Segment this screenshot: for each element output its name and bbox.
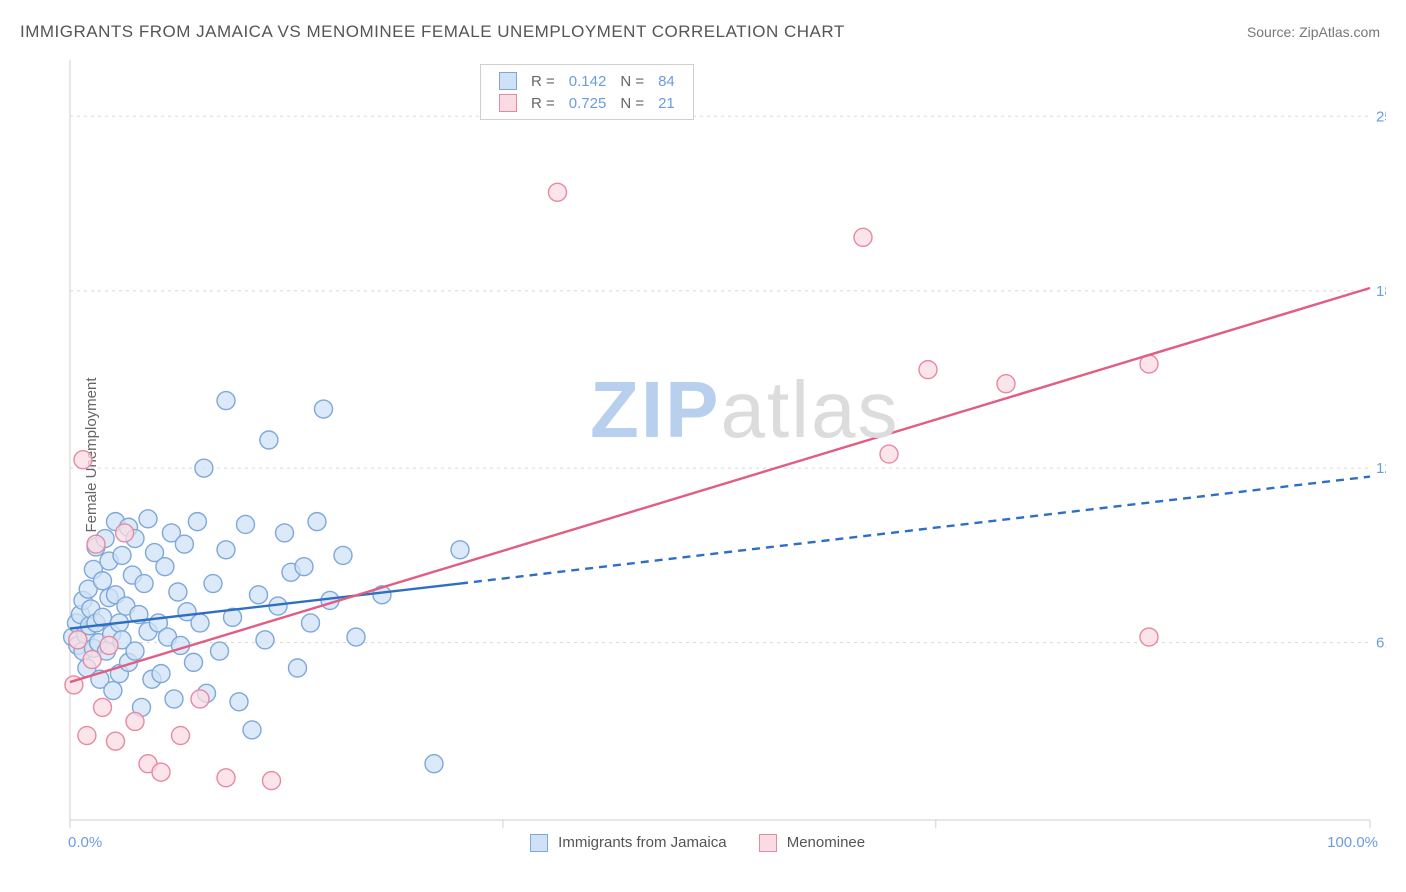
y-gridline-label: 25.0% [1376,108,1386,125]
data-point [152,665,170,683]
data-point [104,682,122,700]
data-point [78,727,96,745]
data-point [211,642,229,660]
data-point [217,769,235,787]
chart-container: Female Unemployment 6.3%12.5%18.8%25.0% … [20,60,1386,850]
correlation-table: R =0.142N =84R =0.725N =21 [491,69,683,115]
data-point [69,631,87,649]
data-point [135,575,153,593]
data-point [315,400,333,418]
data-point [243,721,261,739]
y-gridline-label: 12.5% [1376,460,1386,477]
data-point [256,631,274,649]
data-point [195,459,213,477]
legend-swatch [759,834,777,852]
data-point [276,524,294,542]
data-point [308,513,326,531]
regression-line [70,288,1370,682]
legend-swatch [499,72,517,90]
data-point [191,614,209,632]
data-point [126,642,144,660]
data-point [217,392,235,410]
data-point [263,772,281,790]
data-point [87,535,105,553]
data-point [347,628,365,646]
legend-swatch [499,94,517,112]
data-point [549,183,567,201]
legend-series-label: Immigrants from Jamaica [554,834,727,851]
legend-series-label: Menominee [783,834,866,851]
data-point [107,732,125,750]
data-point [175,535,193,553]
y-gridline-label: 6.3% [1376,635,1386,652]
data-point [295,558,313,576]
data-point [854,228,872,246]
data-point [191,690,209,708]
data-point [302,614,320,632]
data-point [156,558,174,576]
x-axis-max-label: 100.0% [1327,834,1378,851]
data-point [260,431,278,449]
data-point [425,755,443,773]
data-point [1140,628,1158,646]
data-point [169,583,187,601]
series-legend: Immigrants from Jamaica Menominee [512,834,879,852]
data-point [250,586,268,604]
y-gridline-label: 18.8% [1376,283,1386,300]
data-point [139,510,157,528]
data-point [94,572,112,590]
data-point [74,451,92,469]
data-point [880,445,898,463]
data-point [237,515,255,533]
scatter-chart-svg: 6.3% 12.5% 18.8% 25.0% [20,60,1386,880]
data-point [94,698,112,716]
data-point [188,513,206,531]
regression-line-extrapolated [460,477,1370,584]
data-point [217,541,235,559]
data-point [204,575,222,593]
data-point [126,712,144,730]
data-point [172,727,190,745]
x-axis-min-label: 0.0% [68,834,102,851]
data-point [116,524,134,542]
data-point [152,763,170,781]
data-point [185,653,203,671]
data-point [100,636,118,654]
data-point [997,375,1015,393]
data-point [919,361,937,379]
data-point [451,541,469,559]
legend-swatch [530,834,548,852]
correlation-legend: R =0.142N =84R =0.725N =21 [480,64,694,120]
source-attribution: Source: ZipAtlas.com [1247,24,1380,40]
data-point [83,651,101,669]
data-point [230,693,248,711]
chart-title: IMMIGRANTS FROM JAMAICA VS MENOMINEE FEM… [20,22,845,42]
data-point [165,690,183,708]
data-point [334,546,352,564]
data-point [113,546,131,564]
data-point [289,659,307,677]
